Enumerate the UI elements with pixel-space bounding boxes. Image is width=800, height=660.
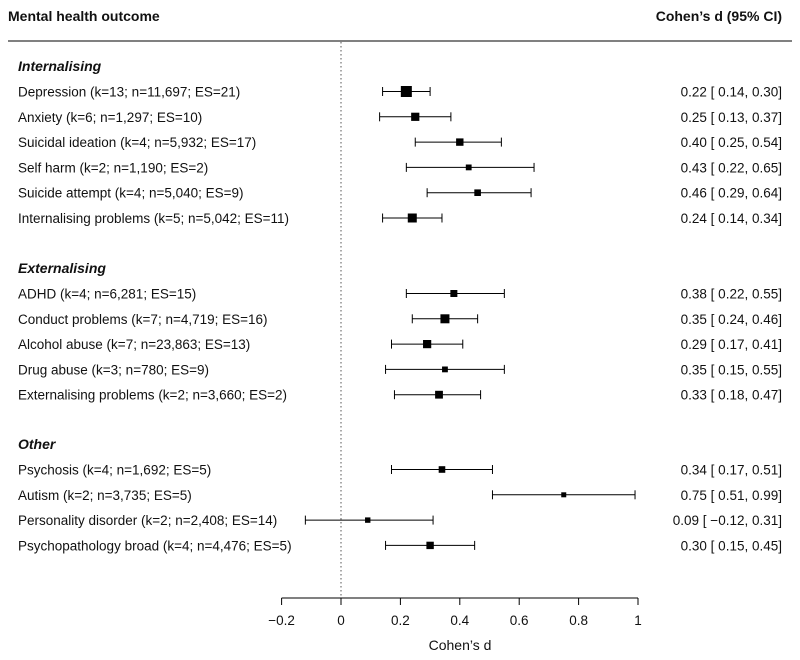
- effect-estimate-text: 0.75 [ 0.51, 0.99]: [681, 488, 782, 503]
- effect-estimate-text: 0.29 [ 0.17, 0.41]: [681, 337, 782, 352]
- point-estimate: [474, 189, 481, 196]
- point-estimate: [407, 213, 417, 223]
- point-estimate: [365, 517, 371, 523]
- point-estimate: [411, 112, 420, 121]
- x-tick-label: 0: [337, 613, 345, 628]
- x-tick-label: 0.4: [450, 613, 469, 628]
- outcome-label: Personality disorder (k=2; n=2,408; ES=1…: [18, 513, 277, 528]
- header-outcome: Mental health outcome: [8, 8, 160, 24]
- outcome-label: Drug abuse (k=3; n=780; ES=9): [18, 362, 209, 377]
- x-axis-label: Cohen’s d: [429, 637, 492, 653]
- point-estimate: [456, 138, 464, 146]
- x-tick-label: 0.8: [569, 613, 588, 628]
- effect-estimate-text: 0.22 [ 0.14, 0.30]: [681, 85, 782, 100]
- x-tick-label: −0.2: [268, 613, 295, 628]
- effect-estimate-text: 0.34 [ 0.17, 0.51]: [681, 463, 782, 478]
- point-estimate: [465, 164, 472, 171]
- outcome-label: Autism (k=2; n=3,735; ES=5): [18, 488, 192, 503]
- effect-estimate-text: 0.46 [ 0.29, 0.64]: [681, 186, 782, 201]
- outcome-label: Internalising problems (k=5; n=5,042; ES…: [18, 211, 289, 226]
- effect-estimate-text: 0.43 [ 0.22, 0.65]: [681, 160, 782, 175]
- effect-estimate-text: 0.24 [ 0.14, 0.34]: [681, 211, 782, 226]
- point-estimate: [450, 290, 458, 297]
- outcome-label: Depression (k=13; n=11,697; ES=21): [18, 85, 240, 100]
- point-estimate: [442, 366, 448, 373]
- effect-estimate-text: 0.25 [ 0.13, 0.37]: [681, 110, 782, 125]
- point-estimate: [561, 492, 567, 498]
- outcome-label: Anxiety (k=6; n=1,297; ES=10): [18, 110, 202, 125]
- outcome-label: Suicidal ideation (k=4; n=5,932; ES=17): [18, 135, 256, 150]
- effect-estimate-text: 0.35 [ 0.24, 0.46]: [681, 312, 782, 327]
- outcome-label: Psychopathology broad (k=4; n=4,476; ES=…: [18, 538, 292, 553]
- x-tick-label: 1: [634, 613, 642, 628]
- group-header-other: Other: [18, 436, 57, 452]
- group-header-internalising: Internalising: [18, 58, 102, 74]
- x-tick-label: 0.2: [391, 613, 410, 628]
- effect-estimate-text: 0.09 [ −0.12, 0.31]: [673, 513, 782, 528]
- point-estimate: [423, 340, 432, 349]
- rows-layer: Internalising Depression (k=13; n=11,697;…: [18, 58, 782, 553]
- point-estimate: [440, 314, 450, 324]
- effect-estimate-text: 0.38 [ 0.22, 0.55]: [681, 287, 782, 302]
- point-estimate: [435, 390, 443, 399]
- header-effect-size: Cohen’s d (95% CI): [656, 8, 782, 24]
- group-header-externalising: Externalising: [18, 260, 106, 276]
- effect-estimate-text: 0.30 [ 0.15, 0.45]: [681, 538, 782, 553]
- outcome-label: Psychosis (k=4; n=1,692; ES=5): [18, 463, 211, 478]
- outcome-label: Externalising problems (k=2; n=3,660; ES…: [18, 388, 287, 403]
- outcome-label: ADHD (k=4; n=6,281; ES=15): [18, 287, 196, 302]
- outcome-label: Alcohol abuse (k=7; n=23,863; ES=13): [18, 337, 250, 352]
- point-estimate: [438, 466, 446, 473]
- point-estimate: [426, 541, 434, 550]
- effect-estimate-text: 0.40 [ 0.25, 0.54]: [681, 135, 782, 150]
- x-tick-label: 0.6: [510, 613, 529, 628]
- effect-estimate-text: 0.35 [ 0.15, 0.55]: [681, 362, 782, 377]
- point-estimate: [400, 86, 412, 97]
- outcome-label: Suicide attempt (k=4; n=5,040; ES=9): [18, 186, 244, 201]
- x-axis: −0.2 0 0.2 0.4 0.6 0.8 1: [268, 597, 642, 628]
- effect-estimate-text: 0.33 [ 0.18, 0.47]: [681, 388, 782, 403]
- outcome-label: Conduct problems (k=7; n=4,719; ES=16): [18, 312, 268, 327]
- outcome-label: Self harm (k=2; n=1,190; ES=2): [18, 160, 208, 175]
